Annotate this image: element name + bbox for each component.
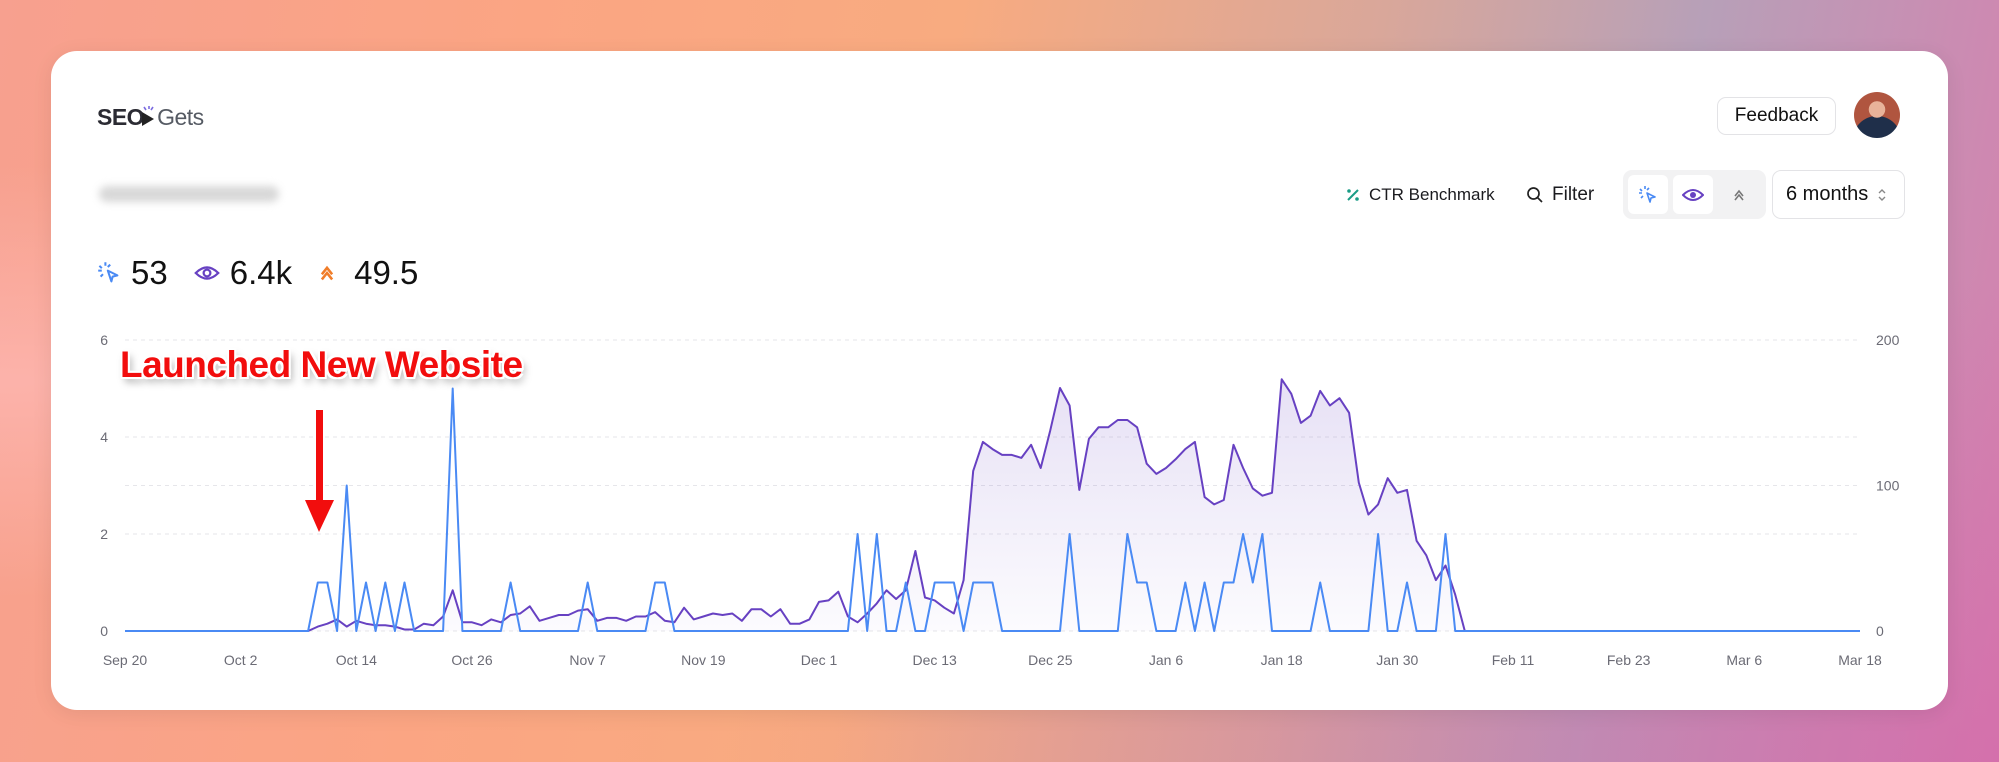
- x-tick-label: Oct 2: [224, 652, 258, 668]
- clicks-total: 53: [131, 254, 168, 291]
- x-tick-label: Feb 23: [1607, 652, 1651, 668]
- impressions-total: 6.4k: [229, 254, 293, 291]
- date-range-value: 6 months: [1786, 183, 1869, 205]
- user-avatar[interactable]: [1854, 92, 1900, 138]
- ctr-benchmark-label: CTR Benchmark: [1369, 185, 1495, 204]
- position-chevrons-icon: [1734, 189, 1744, 200]
- feedback-button[interactable]: Feedback: [1717, 97, 1836, 135]
- percent-icon: [1347, 189, 1359, 201]
- x-tick-label: Jan 6: [1149, 652, 1183, 668]
- logo-text: SEO: [97, 103, 145, 130]
- clicks-toggle[interactable]: [1628, 175, 1668, 214]
- x-tick-label: Jan 30: [1376, 652, 1418, 668]
- logo-cursor-icon: [142, 106, 155, 126]
- x-tick-label: Dec 1: [801, 652, 838, 668]
- x-tick-label: Feb 11: [1492, 652, 1535, 668]
- x-tick-label: Jan 18: [1261, 652, 1303, 668]
- y-left-tick-label: 4: [100, 429, 108, 445]
- position-chevrons-icon: [320, 265, 334, 281]
- clicks-icon: [1639, 185, 1656, 203]
- eye-icon: [193, 266, 220, 280]
- seogets-logo[interactable]: SEO Gets: [97, 97, 204, 137]
- position-toggle[interactable]: [1719, 175, 1759, 214]
- x-tick-label: Nov 19: [681, 652, 726, 668]
- x-tick-label: Dec 13: [912, 652, 957, 668]
- average-position: 49.5: [354, 254, 419, 291]
- stat-position: 49.5: [318, 254, 418, 292]
- site-name-redacted: [99, 186, 279, 202]
- annotation-arrow: [305, 410, 334, 532]
- eye-icon: [1682, 188, 1704, 201]
- filter-label: Filter: [1552, 184, 1595, 205]
- y-left-tick-label: 0: [100, 623, 108, 639]
- x-tick-label: Sep 20: [103, 652, 148, 668]
- y-right-tick-label: 0: [1876, 623, 1884, 639]
- filter-button[interactable]: Filter: [1526, 180, 1594, 210]
- date-range-select[interactable]: 6 months: [1772, 170, 1905, 219]
- logo-text: Gets: [157, 103, 204, 130]
- y-right-tick-label: 200: [1876, 332, 1900, 348]
- impressions-area: [125, 379, 1860, 631]
- x-tick-label: Mar 6: [1726, 652, 1762, 668]
- y-left-tick-label: 2: [100, 526, 108, 542]
- stat-impressions: 6.4k: [193, 254, 293, 292]
- metric-toggle-group: [1623, 170, 1766, 219]
- y-right-tick-label: 100: [1876, 478, 1900, 494]
- y-left-tick-label: 6: [100, 332, 108, 348]
- stats-row: 53 6.4k 49.5: [97, 254, 444, 292]
- clicks-line: [125, 387, 1860, 632]
- chevron-up-down-icon: [1878, 188, 1886, 201]
- impressions-toggle[interactable]: [1673, 175, 1713, 214]
- stat-clicks: 53: [97, 254, 168, 292]
- x-tick-label: Oct 26: [451, 652, 492, 668]
- clicks-icon: [98, 262, 119, 283]
- x-tick-label: Mar 18: [1838, 652, 1882, 668]
- search-icon: [1527, 187, 1543, 203]
- x-tick-label: Oct 14: [336, 652, 377, 668]
- x-tick-label: Dec 25: [1028, 652, 1073, 668]
- annotation-label: Launched New Website: [120, 344, 523, 385]
- x-tick-label: Nov 7: [569, 652, 606, 668]
- ctr-benchmark-button[interactable]: CTR Benchmark: [1345, 180, 1495, 210]
